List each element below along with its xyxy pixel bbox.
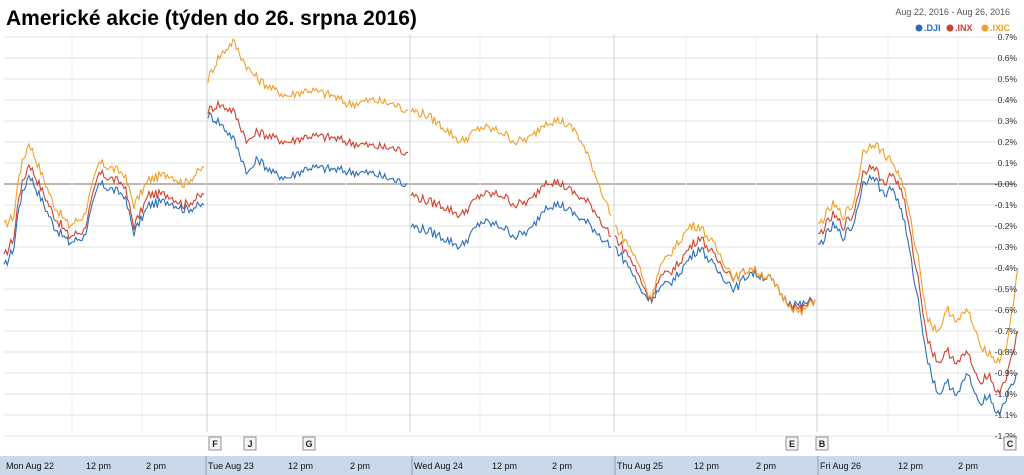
y-tick-label: -0.3% [995, 242, 1018, 252]
series-line [817, 173, 1019, 417]
event-marker-label: C [1007, 439, 1014, 449]
x-tick-label: Fri Aug 26 [820, 461, 861, 471]
series-line [817, 163, 1019, 396]
event-marker-label: F [212, 439, 218, 449]
x-tick-label: Mon Aug 22 [6, 461, 54, 471]
y-axis: 0.7% 0.6% 0.5% 0.4% 0.3% 0.2% 0.1% -0.0% -0.1% -0… [995, 32, 1018, 441]
y-tick-label: 0.7% [998, 32, 1018, 42]
y-tick-label: -0.7% [995, 326, 1018, 336]
event-marker[interactable] [208, 436, 222, 451]
y-tick-label: -0.6% [995, 305, 1018, 315]
x-tick-label: 12 pm [86, 461, 111, 471]
legend-swatch [915, 24, 923, 32]
y-tick-label: 0.5% [998, 74, 1018, 84]
x-tick-label: 2 pm [756, 461, 776, 471]
x-tick-label: 2 pm [958, 461, 978, 471]
series-lines [3, 37, 1019, 417]
x-axis-bar [0, 456, 1024, 475]
x-tick-label: 2 pm [552, 461, 572, 471]
event-marker-label: E [789, 439, 795, 449]
event-marker[interactable] [1003, 436, 1017, 451]
event-marker[interactable] [302, 436, 316, 451]
series-line [3, 163, 205, 257]
y-tick-label: -0.1% [995, 200, 1018, 210]
x-tick-label: 12 pm [288, 461, 313, 471]
y-tick-label: 0.3% [998, 116, 1018, 126]
x-tick-label: 12 pm [694, 461, 719, 471]
legend-label: .INX [955, 23, 973, 33]
x-tick-label: Thu Aug 25 [617, 461, 663, 471]
y-tick-label: -0.4% [995, 263, 1018, 273]
event-marker-label: J [247, 439, 252, 449]
event-marker-label: G [305, 439, 312, 449]
y-tick-label: -1.1% [995, 410, 1018, 420]
series-inx [3, 99, 1019, 396]
legend: .DJI .INX .IXIC [915, 23, 1011, 33]
x-tick-label: 2 pm [350, 461, 370, 471]
y-tick-label: 0.1% [998, 158, 1018, 168]
y-tick-label: -1.0% [995, 389, 1018, 399]
legend-label: .DJI [924, 23, 941, 33]
series-line [410, 107, 612, 216]
y-tick-label: -0.2% [995, 221, 1018, 231]
chart-title: Americké akcie (týden do 26. srpna 2016) [6, 7, 417, 30]
series-ixic [3, 37, 1019, 364]
event-marker[interactable] [815, 436, 829, 451]
day-separators [71, 34, 959, 432]
legend-swatch [946, 24, 954, 32]
y-tick-label: 0.2% [998, 137, 1018, 147]
y-tick-label: -0.8% [995, 347, 1018, 357]
y-tick-label: -1.2% [995, 431, 1018, 441]
event-marker-label: B [819, 439, 826, 449]
series-line [410, 177, 612, 238]
x-tick-label: 12 pm [492, 461, 517, 471]
series-line [207, 37, 409, 114]
y-tick-label: 0.6% [998, 53, 1018, 63]
grid [4, 36, 1016, 437]
event-marker[interactable] [243, 436, 257, 451]
series-line [3, 174, 205, 268]
series-line [207, 99, 409, 156]
y-tick-label: -0.5% [995, 284, 1018, 294]
x-tick-label: 12 pm [898, 461, 923, 471]
y-tick-label: -0.0% [995, 179, 1018, 189]
series-line [3, 142, 205, 230]
y-tick-label: 0.4% [998, 95, 1018, 105]
date-range: Aug 22, 2016 - Aug 26, 2016 [895, 7, 1010, 17]
x-axis: Mon Aug 22 12 pm 2 pm Tue Aug 23 12 pm 2 pm We… [0, 456, 1024, 475]
x-tick-label: Tue Aug 23 [208, 461, 254, 471]
series-line [410, 200, 612, 250]
series-line [207, 111, 409, 188]
series-line [614, 221, 816, 317]
series-line [817, 142, 1019, 364]
x-tick-label: Wed Aug 24 [414, 461, 463, 471]
event-marker[interactable] [785, 436, 799, 451]
legend-swatch [981, 24, 989, 32]
y-tick-label: -0.9% [995, 368, 1018, 378]
x-tick-label: 2 pm [146, 461, 166, 471]
legend-label: .IXIC [990, 23, 1011, 33]
